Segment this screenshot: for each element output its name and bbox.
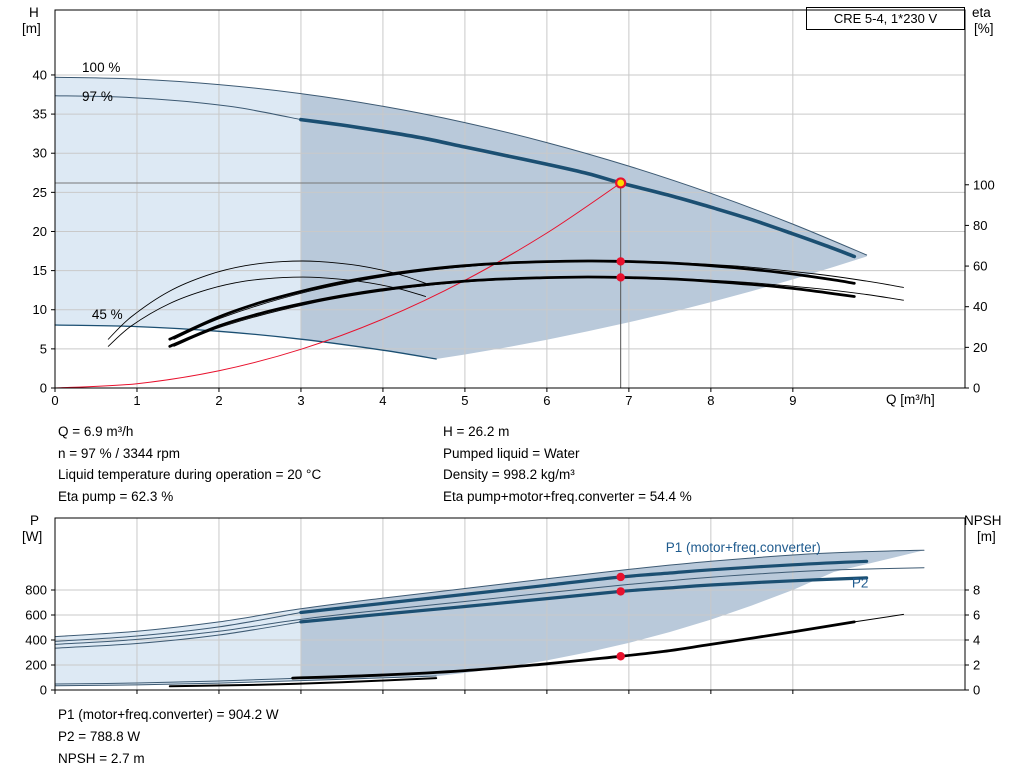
curve-label: P2 [852, 575, 869, 590]
pump-model-box: CRE 5-4, 1*230 V [806, 7, 965, 30]
duty-point-marker[interactable] [615, 177, 627, 189]
y-left-tick-label: 30 [33, 146, 47, 161]
pump-curve-100pct [54, 76, 868, 256]
y-right-tick-label: 2 [973, 658, 980, 673]
y-left-tick-label: 15 [33, 263, 47, 278]
y-right-tick-label: 4 [973, 633, 980, 648]
p-axis-unit: [W] [22, 529, 43, 544]
y-right-tick-label: 6 [973, 608, 980, 623]
y-left-tick-label: 10 [33, 302, 47, 317]
p2-curve-100pct [54, 567, 925, 645]
hq-eta-chart: 0 1 2 3 4 5 6 7 8 9 0 5 10 15 20 25 30 35 40 0 20 40 60 80 100 10… [33, 9, 995, 408]
y-right-tick-label: 0 [973, 683, 980, 698]
eta-total-curve [168, 275, 856, 348]
x-tick-label: 7 [625, 393, 632, 408]
y-left-tick-label: 25 [33, 185, 47, 200]
plot-frame [54, 517, 966, 691]
result-npsh-line: NPSH = 2.7 m [58, 751, 145, 766]
p1-curve-97pct [299, 559, 869, 615]
y-left-tick-label: 35 [33, 107, 47, 122]
eta-total-curve-45pct [107, 276, 427, 347]
eta-axis-name: eta [972, 5, 991, 20]
y-left-tick-label: 20 [33, 224, 47, 239]
p2-curve-97pct [299, 576, 869, 624]
npsh-axis-unit: [m] [977, 529, 996, 544]
p-axis-name: P [30, 513, 40, 528]
duty-eta-total-line: Eta pump+motor+freq.converter = 54.4 % [443, 488, 692, 504]
y-left-tick-label: 0 [40, 381, 47, 396]
npsh-curve [291, 620, 856, 680]
power-npsh-chart: 0 200 400 600 800 0 2 4 6 8 P1 (motor+freq.convert… [25, 517, 980, 698]
curve-label: 97 % [82, 89, 113, 104]
duty-info-left-column: Q = 6.9 m³/h n = 97 % / 3344 rpm Liquid … [58, 421, 321, 507]
npsh-curve-45pct [168, 677, 438, 688]
operating-point-dot [616, 257, 625, 266]
y-right-tick-label: 100 [973, 177, 995, 192]
y-left-tick-label: 0 [40, 683, 47, 698]
duty-eta-pump-line: Eta pump = 62.3 % [58, 488, 174, 504]
pump-curve-45pct [54, 324, 437, 360]
y-right-tick-label: 60 [973, 259, 987, 274]
x-tick-label: 2 [215, 393, 222, 408]
p1-curve-97pct-lowflow [54, 612, 302, 642]
p1-curve-100pct [54, 549, 925, 638]
duty-liquid-line: Pumped liquid = Water [443, 445, 580, 461]
x-tick-label: 0 [51, 393, 58, 408]
y-left-tick-label: 200 [25, 658, 47, 673]
duty-info-right-column: H = 26.2 m Pumped liquid = Water Density… [443, 421, 692, 507]
power-envelope-light [55, 608, 301, 687]
curve-label: P1 (motor+freq.converter) [666, 540, 821, 555]
duty-density-line: Density = 998.2 kg/m³ [443, 467, 575, 482]
y-right-tick-label: 8 [973, 583, 980, 598]
x-tick-label: 4 [379, 393, 386, 408]
p2-curve-45pct [54, 675, 437, 687]
h-axis-unit: [m] [22, 21, 41, 36]
result-p1-line: P1 (motor+freq.converter) = 904.2 W [58, 707, 279, 722]
y-right-tick-label: 0 [973, 381, 980, 396]
x-tick-label: 6 [543, 393, 550, 408]
x-tick-label: 3 [297, 393, 304, 408]
eta-pump-curve-45pct [107, 260, 427, 340]
operating-point-dot [616, 587, 625, 596]
operating-point-dot [616, 652, 625, 661]
y-right-tick-label: 40 [973, 299, 987, 314]
y-left-tick-label: 600 [25, 608, 47, 623]
pump-curve-97pct-lowflow [54, 95, 302, 121]
curve-label: 100 % [82, 60, 120, 75]
operating-point-dot [616, 572, 625, 582]
x-tick-label: 1 [133, 393, 140, 408]
curve-label: 45 % [92, 307, 123, 322]
y-left-tick-label: 5 [40, 341, 47, 356]
eta-pump-curve [168, 259, 856, 341]
plot-frame [54, 9, 966, 389]
y-left-tick-label: 400 [25, 633, 47, 648]
duty-head-line: H = 26.2 m [443, 424, 510, 439]
results-block: P1 (motor+freq.converter) = 904.2 W P2 =… [58, 704, 279, 770]
pump-curve-97pct [299, 117, 857, 259]
x-tick-label: 8 [707, 393, 714, 408]
y-left-tick-label: 800 [25, 583, 47, 598]
operating-point-dot [616, 273, 625, 282]
h-axis-name: H [29, 5, 39, 20]
duty-flow-line: Q = 6.9 m³/h [58, 424, 134, 439]
affinity-parabola [54, 182, 622, 389]
result-p2-line: P2 = 788.8 W [58, 729, 141, 744]
operating-envelope-dark [300, 93, 867, 359]
eta-axis-unit: [%] [974, 21, 994, 36]
x-tick-label: 5 [461, 393, 468, 408]
duty-temperature-line: Liquid temperature during operation = 20… [58, 467, 322, 482]
q-axis-label: Q [m³/h] [886, 392, 935, 407]
y-left-tick-label: 40 [33, 67, 47, 82]
operating-envelope-light [55, 77, 301, 340]
p2-curve-97pct-lowflow [54, 621, 302, 649]
duty-speed-line: n = 97 % / 3344 rpm [58, 445, 180, 461]
x-tick-label: 9 [789, 393, 796, 408]
y-right-tick-label: 20 [973, 340, 987, 355]
npsh-curve-100pct-ext [853, 613, 904, 623]
npsh-axis-name: NPSH [964, 513, 1002, 528]
y-right-tick-label: 80 [973, 218, 987, 233]
